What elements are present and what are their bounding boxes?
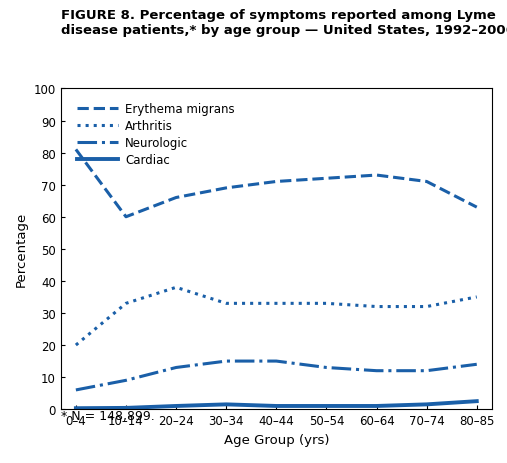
- Text: * N = 148,899.: * N = 148,899.: [61, 409, 155, 422]
- Erythema migrans: [474, 205, 480, 211]
- Erythema migrans: [273, 179, 279, 185]
- Arthritis: [323, 301, 330, 307]
- Erythema migrans: [424, 179, 430, 185]
- Cardiac: [323, 403, 330, 409]
- Y-axis label: Percentage: Percentage: [15, 212, 28, 287]
- Arthritis: [273, 301, 279, 307]
- Erythema migrans: [223, 186, 229, 191]
- Line: Erythema migrans: Erythema migrans: [76, 150, 477, 217]
- Erythema migrans: [123, 214, 129, 220]
- Neurologic: [474, 362, 480, 367]
- Cardiac: [374, 403, 380, 409]
- Neurologic: [73, 388, 79, 393]
- Neurologic: [424, 368, 430, 374]
- Neurologic: [173, 365, 179, 370]
- Cardiac: [474, 399, 480, 404]
- Arthritis: [374, 304, 380, 310]
- Neurologic: [123, 378, 129, 383]
- Line: Neurologic: Neurologic: [76, 361, 477, 390]
- Arthritis: [223, 301, 229, 307]
- Neurologic: [223, 358, 229, 364]
- Neurologic: [273, 358, 279, 364]
- Erythema migrans: [374, 173, 380, 178]
- Text: FIGURE 8. Percentage of symptoms reported among Lyme
disease patients,* by age g: FIGURE 8. Percentage of symptoms reporte…: [61, 9, 507, 37]
- Cardiac: [223, 402, 229, 407]
- Arthritis: [424, 304, 430, 310]
- Line: Arthritis: Arthritis: [76, 288, 477, 345]
- Erythema migrans: [73, 147, 79, 153]
- Legend: Erythema migrans, Arthritis, Neurologic, Cardiac: Erythema migrans, Arthritis, Neurologic,…: [72, 98, 239, 172]
- Arthritis: [474, 294, 480, 300]
- Erythema migrans: [323, 176, 330, 181]
- Arthritis: [123, 301, 129, 307]
- Cardiac: [73, 406, 79, 411]
- Cardiac: [123, 405, 129, 411]
- Neurologic: [374, 368, 380, 374]
- Arthritis: [173, 285, 179, 290]
- X-axis label: Age Group (yrs): Age Group (yrs): [224, 432, 329, 445]
- Arthritis: [73, 343, 79, 348]
- Erythema migrans: [173, 195, 179, 201]
- Line: Cardiac: Cardiac: [76, 401, 477, 408]
- Cardiac: [424, 402, 430, 407]
- Cardiac: [273, 403, 279, 409]
- Cardiac: [173, 403, 179, 409]
- Neurologic: [323, 365, 330, 370]
